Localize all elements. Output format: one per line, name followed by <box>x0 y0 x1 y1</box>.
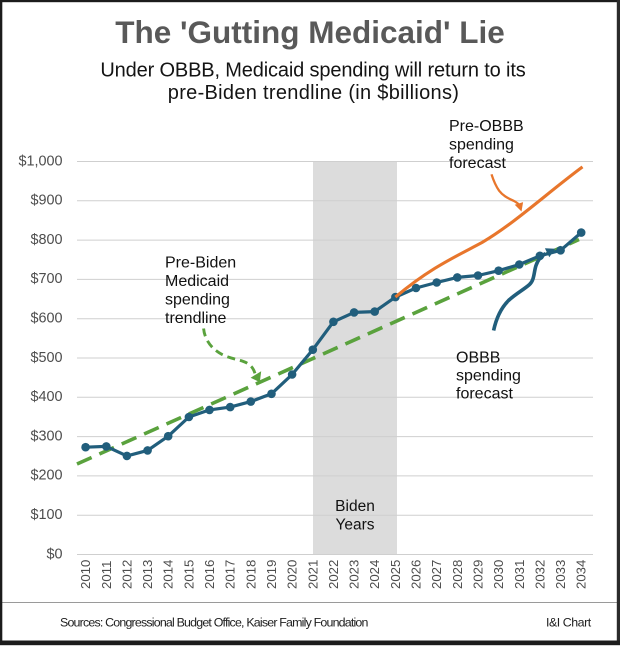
svg-text:I&I Chart: I&I Chart <box>546 615 592 629</box>
svg-text:2024: 2024 <box>367 560 382 589</box>
svg-text:2013: 2013 <box>140 560 155 589</box>
svg-text:$200: $200 <box>30 468 62 484</box>
svg-text:$1,000: $1,000 <box>18 153 62 169</box>
svg-text:spending: spending <box>449 137 514 154</box>
svg-text:$900: $900 <box>30 193 62 209</box>
svg-text:2010: 2010 <box>78 560 93 589</box>
svg-text:Pre-Biden: Pre-Biden <box>165 255 236 272</box>
svg-text:forecast: forecast <box>449 155 506 172</box>
svg-text:2023: 2023 <box>347 560 362 589</box>
svg-text:2012: 2012 <box>119 560 134 589</box>
svg-text:2034: 2034 <box>574 560 589 589</box>
svg-text:2027: 2027 <box>429 560 444 589</box>
svg-text:$0: $0 <box>46 546 62 562</box>
svg-text:OBBB: OBBB <box>456 350 500 367</box>
svg-text:Pre-OBBB: Pre-OBBB <box>449 118 524 135</box>
svg-text:2026: 2026 <box>409 560 424 589</box>
svg-text:spending: spending <box>165 292 230 309</box>
svg-text:Years: Years <box>335 517 374 534</box>
svg-text:pre-Biden trendline (in $billi: pre-Biden trendline (in $billions) <box>168 82 459 104</box>
svg-text:Sources: Congressional Budget: Sources: Congressional Budget Office, Ka… <box>60 615 369 629</box>
svg-text:2017: 2017 <box>223 560 238 589</box>
svg-text:$500: $500 <box>30 350 62 366</box>
svg-text:$800: $800 <box>30 232 62 248</box>
svg-text:forecast: forecast <box>456 386 513 403</box>
svg-text:$100: $100 <box>30 507 62 523</box>
svg-text:2022: 2022 <box>326 560 341 589</box>
svg-text:2015: 2015 <box>181 560 196 589</box>
svg-text:2029: 2029 <box>471 560 486 589</box>
svg-text:2011: 2011 <box>99 561 114 589</box>
svg-text:2025: 2025 <box>388 560 403 589</box>
svg-text:2018: 2018 <box>243 560 258 589</box>
svg-text:2028: 2028 <box>450 560 465 589</box>
svg-text:2033: 2033 <box>553 560 568 589</box>
svg-text:Medicaid: Medicaid <box>165 273 229 290</box>
svg-text:Biden: Biden <box>335 498 375 515</box>
svg-text:2030: 2030 <box>491 560 506 589</box>
svg-text:2020: 2020 <box>285 560 300 589</box>
svg-text:2016: 2016 <box>202 560 217 589</box>
svg-text:trendline: trendline <box>165 310 226 327</box>
svg-text:$700: $700 <box>30 271 62 287</box>
svg-text:$600: $600 <box>30 311 62 327</box>
svg-text:2021: 2021 <box>305 560 320 589</box>
svg-text:$300: $300 <box>30 428 62 444</box>
svg-text:2019: 2019 <box>264 560 279 589</box>
svg-text:The 'Gutting Medicaid' Lie: The 'Gutting Medicaid' Lie <box>115 14 505 50</box>
svg-text:$400: $400 <box>30 389 62 405</box>
svg-text:spending: spending <box>456 368 521 385</box>
svg-text:2031: 2031 <box>512 560 527 589</box>
svg-text:2014: 2014 <box>161 560 176 589</box>
svg-text:Under OBBB, Medicaid spending: Under OBBB, Medicaid spending will retur… <box>100 60 525 82</box>
svg-text:2032: 2032 <box>532 560 547 589</box>
